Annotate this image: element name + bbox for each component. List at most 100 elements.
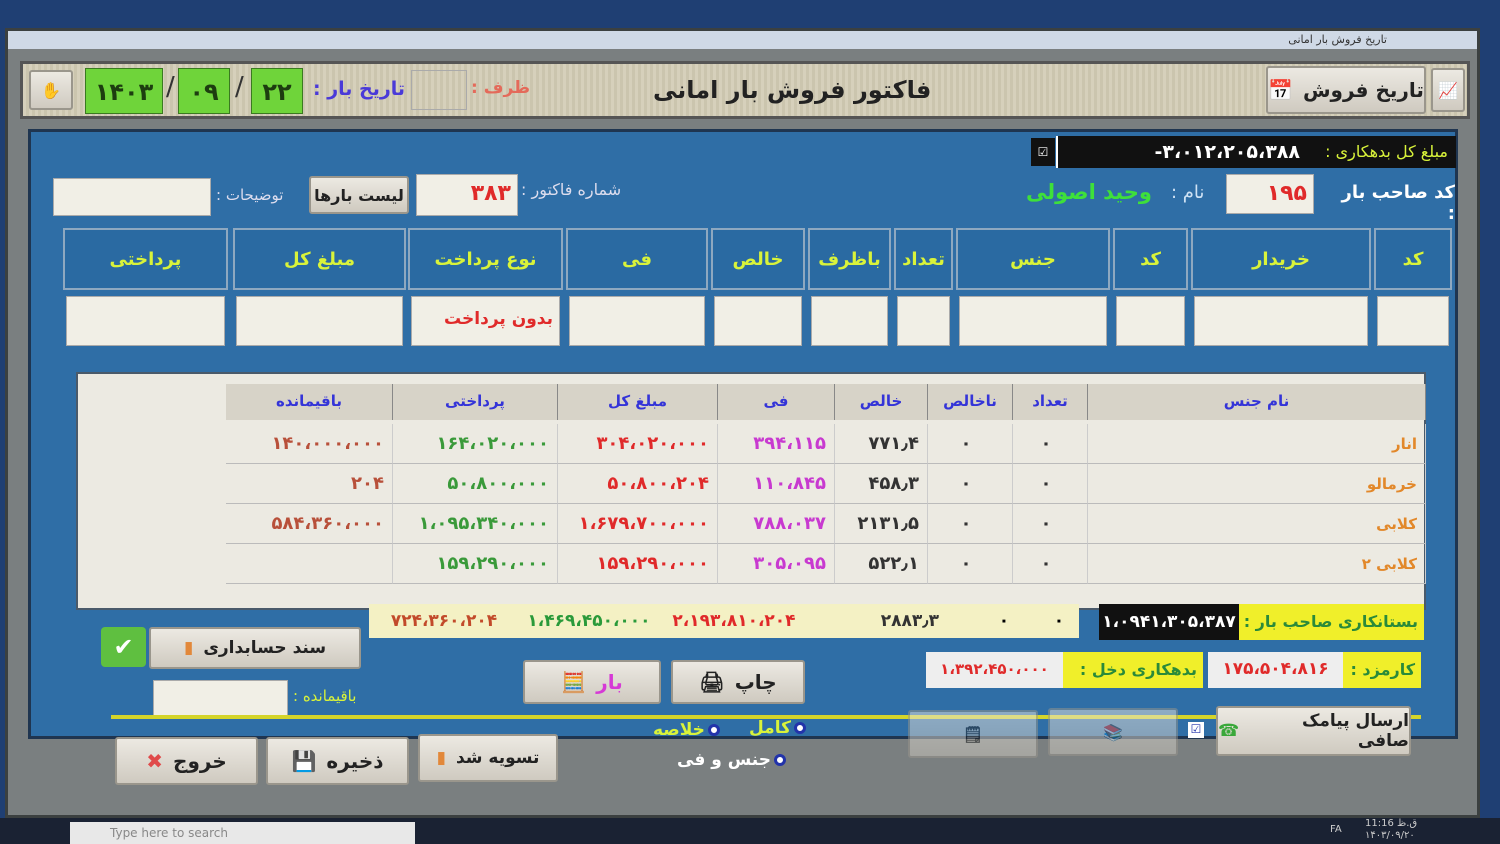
- date-sep: /: [166, 72, 175, 102]
- grid-cell[interactable]: ۳۹۴،۱۱۵: [718, 424, 835, 464]
- grid-cell[interactable]: انار: [1088, 424, 1426, 464]
- grid-cell[interactable]: ۱۱۰،۸۴۵: [718, 464, 835, 504]
- settled-button[interactable]: تسویه شد ▮: [418, 734, 558, 782]
- grid-cell[interactable]: ۲۰۴: [226, 464, 393, 504]
- accounting-doc-label: سند حسابداری: [203, 638, 327, 658]
- remaining-input[interactable]: [153, 680, 288, 716]
- grid-cell[interactable]: ۰: [1013, 504, 1088, 544]
- accounting-doc-button[interactable]: سند حسابداری ▮: [149, 627, 361, 669]
- grid-cell[interactable]: ۵۰،۸۰۰،۰۰۰: [393, 464, 558, 504]
- grid-column-header[interactable]: تعداد: [1013, 384, 1088, 420]
- grid-cell[interactable]: ۰: [928, 504, 1013, 544]
- entry-field[interactable]: [236, 296, 403, 346]
- entry-column-header: نوع پرداخت: [408, 228, 563, 290]
- exit-button[interactable]: خروج ✖: [115, 737, 258, 785]
- grid-cell[interactable]: ۱۵۹،۲۹۰،۰۰۰: [393, 544, 558, 584]
- disabled-button-2[interactable]: 📚: [1048, 708, 1178, 756]
- date-day[interactable]: ۲۲: [251, 68, 303, 114]
- entry-field[interactable]: [1377, 296, 1449, 346]
- list-bars-button[interactable]: لیست بارها: [309, 176, 409, 214]
- grid-cell[interactable]: ۱۶۴،۰۲۰،۰۰۰: [393, 424, 558, 464]
- entry-field[interactable]: [897, 296, 950, 346]
- grid-column-header[interactable]: ناخالص: [928, 384, 1013, 420]
- sales-date-button[interactable]: تاریخ فروش 📅: [1266, 66, 1426, 114]
- grid-column-header[interactable]: فی: [718, 384, 835, 420]
- grid-cell[interactable]: ۵۲۲٫۱: [835, 544, 928, 584]
- radio-summary[interactable]: خلاصه: [653, 720, 720, 740]
- entry-field[interactable]: [959, 296, 1107, 346]
- grid-cell[interactable]: ۱،۶۷۹،۷۰۰،۰۰۰: [558, 504, 718, 544]
- sms-checkbox[interactable]: ☑: [1188, 722, 1204, 738]
- book-icon: 📚: [1103, 722, 1123, 742]
- grid-cell[interactable]: ۱۵۹،۲۹۰،۰۰۰: [558, 544, 718, 584]
- save-button[interactable]: ذخیره 💾: [266, 737, 409, 785]
- chart-button[interactable]: 📈: [1431, 68, 1465, 112]
- entry-column-header: تعداد: [894, 228, 953, 290]
- debt-label: مبلغ کل بدهکاری :: [1306, 136, 1456, 168]
- grid-cell[interactable]: ۳۰۴،۰۲۰،۰۰۰: [558, 424, 718, 464]
- date-year[interactable]: ۱۴۰۳: [85, 68, 163, 114]
- notes-input[interactable]: [53, 178, 211, 216]
- checkbox-icon[interactable]: ☑: [1031, 138, 1055, 166]
- floppy-icon: 💾: [291, 749, 317, 773]
- entry-field[interactable]: [1116, 296, 1185, 346]
- invoice-number-input[interactable]: ۳۸۳: [416, 174, 518, 216]
- grid-cell[interactable]: ۷۷۱٫۴: [835, 424, 928, 464]
- date-label: تاریخ بار :: [313, 78, 406, 100]
- grid-cell[interactable]: ۷۸۸،۰۳۷: [718, 504, 835, 544]
- radio-item-price[interactable]: جنس و فی: [677, 750, 786, 770]
- radio-icon: [793, 722, 806, 734]
- grid-column-header[interactable]: پرداختی: [393, 384, 558, 420]
- owner-code-label: کد صاحب بار :: [1341, 182, 1455, 224]
- grid-cell[interactable]: ۰: [928, 544, 1013, 584]
- grid-column-header[interactable]: نام جنس: [1088, 384, 1426, 420]
- bar-button[interactable]: بار 🧮: [523, 660, 661, 704]
- entry-field[interactable]: [714, 296, 802, 346]
- entry-field[interactable]: [569, 296, 705, 346]
- zarf-input[interactable]: [411, 70, 467, 110]
- grid-cell[interactable]: ۰: [928, 424, 1013, 464]
- grid-cell[interactable]: ۰: [1013, 424, 1088, 464]
- grid-cell[interactable]: خرمالو: [1088, 464, 1426, 504]
- entry-field[interactable]: [811, 296, 888, 346]
- grid-cell[interactable]: ۴۵۸٫۳: [835, 464, 928, 504]
- grid-column-header[interactable]: باقیمانده: [226, 384, 393, 420]
- grid-column-header[interactable]: خالص: [835, 384, 928, 420]
- credit-value: ۱،۰۹۴۱،۳۰۵،۳۸۷: [1099, 604, 1239, 640]
- entry-column-header: جنس: [956, 228, 1110, 290]
- grid-cell[interactable]: ۳۰۵،۰۹۵: [718, 544, 835, 584]
- grid-cell[interactable]: ۱۴۰،۰۰۰،۰۰۰: [226, 424, 393, 464]
- taskbar-date[interactable]: ۱۴۰۳/۰۹/۲۰: [1365, 830, 1415, 841]
- grid-cell[interactable]: ۵۸۴،۳۶۰،۰۰۰: [226, 504, 393, 544]
- grid-cell[interactable]: کلابی ۲: [1088, 544, 1426, 584]
- grid-cell[interactable]: [226, 544, 393, 584]
- chart-icon: 📈: [1438, 80, 1458, 100]
- grid-column-header[interactable]: مبلغ کل: [558, 384, 718, 420]
- entry-field[interactable]: بدون پرداخت: [411, 296, 560, 346]
- grid-cell[interactable]: ۰: [1013, 464, 1088, 504]
- entry-field[interactable]: [1194, 296, 1368, 346]
- entry-column-header: خالص: [711, 228, 805, 290]
- check-icon[interactable]: ✔: [101, 627, 146, 667]
- print-button[interactable]: چاپ 🖨: [671, 660, 805, 704]
- taskbar-time[interactable]: 11:16 ق.ظ: [1365, 818, 1418, 829]
- zarf-label: ظرف :: [471, 78, 531, 98]
- grid-cell[interactable]: ۲۱۳۱٫۵: [835, 504, 928, 544]
- hand-button[interactable]: ✋: [29, 70, 73, 110]
- save-label: ذخیره: [326, 749, 384, 773]
- bar-label: بار: [596, 670, 623, 694]
- grid-cell[interactable]: ۵۰،۸۰۰،۲۰۴: [558, 464, 718, 504]
- disabled-button-1[interactable]: 🗒: [908, 710, 1038, 758]
- grid-cell[interactable]: کلابی: [1088, 504, 1426, 544]
- owner-code-input[interactable]: ۱۹۵: [1226, 174, 1314, 214]
- grid-cell[interactable]: ۰: [928, 464, 1013, 504]
- grid-cell[interactable]: ۰: [1013, 544, 1088, 584]
- send-sms-button[interactable]: ارسال پیامک صافی ☎: [1216, 706, 1411, 756]
- date-month[interactable]: ۰۹: [178, 68, 230, 114]
- grid-cell[interactable]: ۱،۰۹۵،۳۴۰،۰۰۰: [393, 504, 558, 544]
- radio-full[interactable]: کامل: [749, 718, 806, 738]
- phone-icon: ☎: [1218, 721, 1240, 741]
- entry-field[interactable]: [66, 296, 225, 346]
- taskbar-lang[interactable]: FA: [1330, 824, 1342, 835]
- taskbar-search[interactable]: Type here to search: [70, 822, 415, 844]
